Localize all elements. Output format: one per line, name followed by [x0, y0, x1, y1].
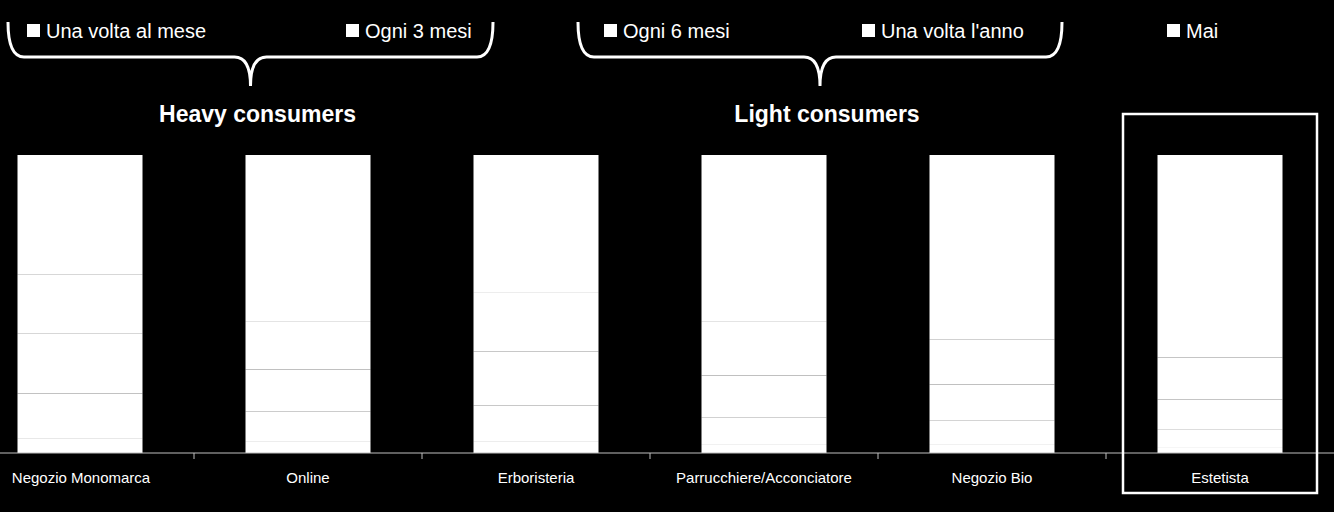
x-band-divider — [1106, 453, 1107, 459]
bars — [18, 155, 1283, 453]
bar-segment — [246, 370, 371, 412]
bar-segment — [702, 155, 827, 322]
legend-swatch — [1167, 24, 1180, 37]
group-label: Heavy consumers — [159, 101, 356, 127]
bar-segment — [474, 155, 599, 292]
group-label: Light consumers — [734, 101, 919, 127]
bar-segment — [1158, 447, 1283, 453]
bar-segment — [246, 322, 371, 370]
legend-label: Una volta al mese — [46, 20, 206, 42]
legend-label: Ogni 6 mesi — [623, 20, 730, 42]
legend: Una volta al mese Ogni 3 mesi Ogni 6 mesi U… — [27, 20, 1218, 42]
bar-segment — [18, 155, 143, 274]
bar-segment — [702, 417, 827, 444]
x-tick-label: Negozio Bio — [952, 469, 1033, 486]
bar-segment — [702, 322, 827, 376]
bar-segment — [930, 420, 1055, 444]
bar-segment — [702, 444, 827, 453]
x-tick-label: Online — [286, 469, 329, 486]
bar-segment — [18, 393, 143, 438]
bar-segment — [930, 384, 1055, 420]
legend-label: Una volta l'anno — [881, 20, 1024, 42]
chart-svg: Una volta al mese Ogni 3 mesi Ogni 6 mesi U… — [0, 0, 1334, 512]
bar-segment — [474, 441, 599, 453]
legend-label: Mai — [1186, 20, 1218, 42]
legend-label: Ogni 3 mesi — [365, 20, 472, 42]
bar-segment — [1158, 358, 1283, 400]
bar-segment — [474, 352, 599, 406]
bar-segment — [930, 444, 1055, 453]
x-band-divider — [194, 453, 195, 459]
bar-segment — [474, 405, 599, 441]
legend-swatch — [27, 24, 40, 37]
bar-segment — [246, 411, 371, 441]
bar-segment — [246, 155, 371, 322]
group-brace — [578, 22, 1062, 86]
x-tick-label: Negozio Monomarca — [12, 469, 151, 486]
bar-segment — [18, 274, 143, 334]
x-tick-label: Erboristeria — [498, 469, 575, 486]
chart-container: Una volta al mese Ogni 3 mesi Ogni 6 mesi U… — [0, 0, 1334, 512]
bar-segment — [702, 376, 827, 418]
legend-swatch — [346, 24, 359, 37]
group-brace — [8, 22, 493, 86]
x-tick-label: Estetista — [1191, 469, 1249, 486]
x-band-divider — [878, 453, 879, 459]
bar-segment — [246, 441, 371, 453]
bar-segment — [1158, 429, 1283, 447]
bar-segment — [1158, 155, 1283, 358]
x-band-divider — [650, 453, 651, 459]
bar-segment — [1158, 399, 1283, 429]
bar-segment — [930, 340, 1055, 385]
legend-swatch — [604, 24, 617, 37]
bar-segment — [18, 438, 143, 453]
bar-segment — [930, 155, 1055, 340]
highlight-box — [1123, 114, 1317, 493]
bar-segment — [18, 334, 143, 394]
legend-swatch — [862, 24, 875, 37]
x-band-divider — [422, 453, 423, 459]
bar-segment — [474, 292, 599, 352]
x-tick-label: Parrucchiere/Acconciatore — [676, 469, 852, 486]
x-axis-line — [0, 453, 1334, 454]
